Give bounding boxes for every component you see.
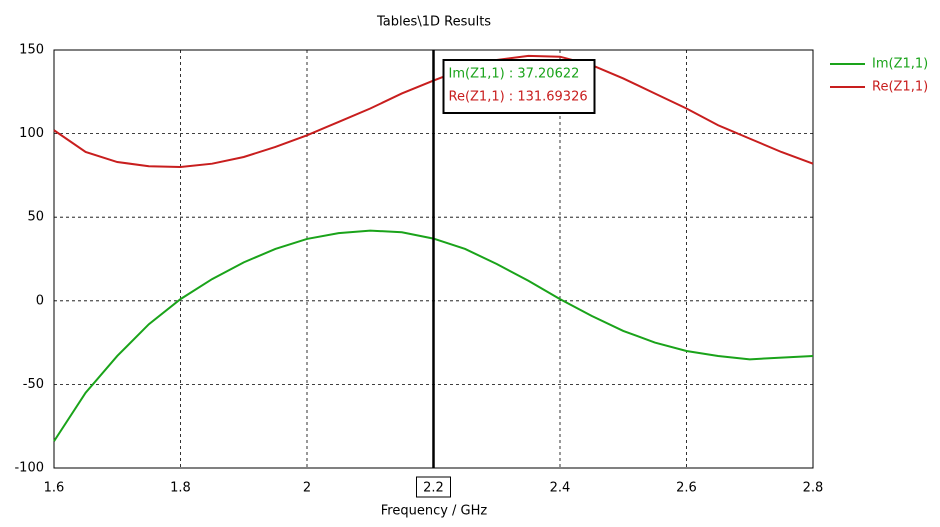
x-axis-label: Frequency / GHz — [381, 504, 488, 519]
x-tick-label: 2.8 — [803, 481, 824, 496]
x-tick-label: 2.2 — [423, 481, 444, 496]
y-tick-label: -50 — [23, 377, 44, 392]
x-tick-label: 1.8 — [170, 481, 191, 496]
y-tick-label: 0 — [36, 293, 44, 308]
x-tick-label: 2.4 — [550, 481, 571, 496]
y-tick-label: 50 — [27, 210, 44, 225]
x-tick-label: 1.6 — [44, 481, 65, 496]
x-tick-label: 2 — [303, 481, 311, 496]
marker-readout: Re(Z1,1) : 131.69326 — [449, 90, 588, 105]
legend-label: Im(Z1,1) — [872, 57, 928, 72]
y-tick-label: -100 — [14, 461, 44, 476]
x-tick-label: 2.6 — [676, 481, 697, 496]
marker-readout: Im(Z1,1) : 37.20622 — [449, 67, 580, 82]
marker-readout-box — [442, 59, 596, 114]
legend-label: Re(Z1,1) — [872, 80, 928, 95]
chart-title: Tables\1D Results — [376, 15, 491, 30]
y-tick-label: 100 — [19, 126, 44, 141]
marker-tick-box — [416, 476, 451, 498]
y-tick-label: 150 — [19, 43, 44, 58]
